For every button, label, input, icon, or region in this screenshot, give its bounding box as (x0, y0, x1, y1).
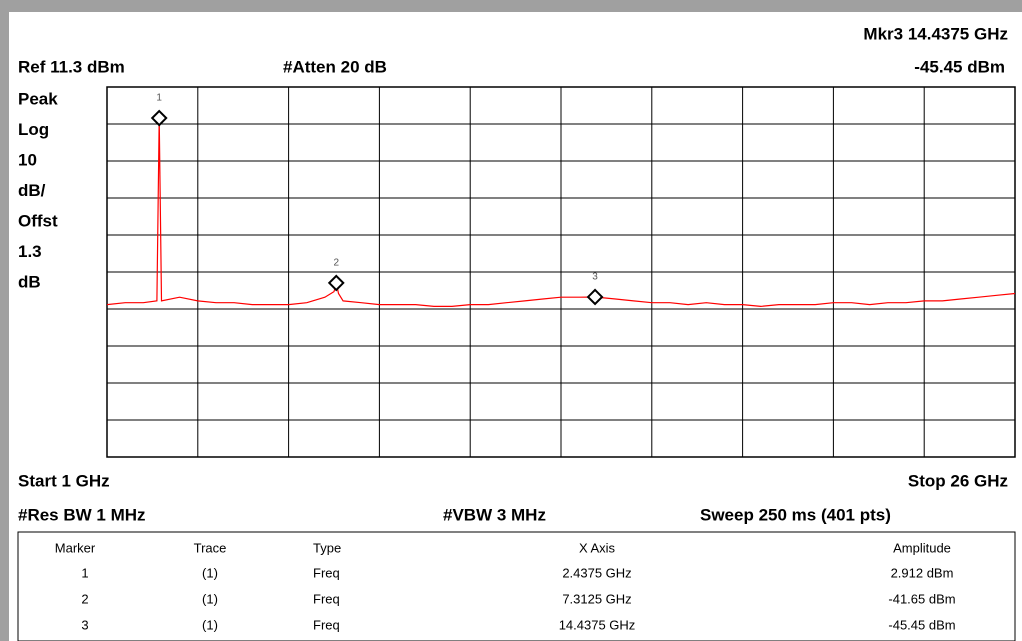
table-header: Type (313, 540, 341, 555)
table-header: X Axis (579, 540, 616, 555)
marker-number: 1 (156, 93, 162, 104)
trace (106, 117, 1016, 308)
table-cell: 14.4375 GHz (559, 617, 636, 632)
marker-diamond (150, 109, 168, 127)
frame-left (0, 0, 9, 641)
table-cell: 1 (81, 565, 88, 580)
marker-number: 3 (592, 272, 598, 283)
table-cell: Freq (313, 591, 340, 606)
stop-freq: Stop 26 GHz (908, 471, 1008, 490)
side-label: Log (18, 120, 49, 139)
rbw: #Res BW 1 MHz (18, 505, 146, 524)
table-cell: (1) (202, 617, 218, 632)
attenuation: #Atten 20 dB (283, 57, 387, 76)
table-header: Amplitude (893, 540, 951, 555)
table-cell: -41.65 dBm (888, 591, 955, 606)
table-cell: (1) (202, 565, 218, 580)
table-cell: Freq (313, 565, 340, 580)
marker-table-box (17, 531, 1016, 641)
marker-diamond (586, 288, 604, 306)
table-cell: 7.3125 GHz (562, 591, 631, 606)
frame-top (0, 0, 1022, 12)
table-cell: 2.4375 GHz (562, 565, 631, 580)
table-cell: (1) (202, 591, 218, 606)
table-cell: -45.45 dBm (888, 617, 955, 632)
ref-level: Ref 11.3 dBm (18, 57, 125, 76)
side-label: Offst (18, 211, 58, 230)
start-freq: Start 1 GHz (18, 471, 110, 490)
table-cell: 2 (81, 591, 88, 606)
table-cell: 2.912 dBm (891, 565, 954, 580)
side-label: dB (18, 272, 41, 291)
marker-number: 2 (333, 258, 339, 269)
marker-readout: Mkr3 14.4375 GHz (863, 24, 1008, 43)
side-label: dB/ (18, 181, 46, 200)
side-label: 10 (18, 150, 37, 169)
side-label: Peak (18, 89, 58, 108)
table-cell: Freq (313, 617, 340, 632)
marker-diamond (327, 274, 345, 292)
side-label: 1.3 (18, 242, 42, 261)
table-header: Trace (194, 540, 227, 555)
table-header: Marker (55, 540, 96, 555)
vbw: #VBW 3 MHz (443, 505, 546, 524)
marker-amplitude: -45.45 dBm (914, 57, 1005, 76)
sweep: Sweep 250 ms (401 pts) (700, 505, 891, 524)
table-cell: 3 (81, 617, 88, 632)
